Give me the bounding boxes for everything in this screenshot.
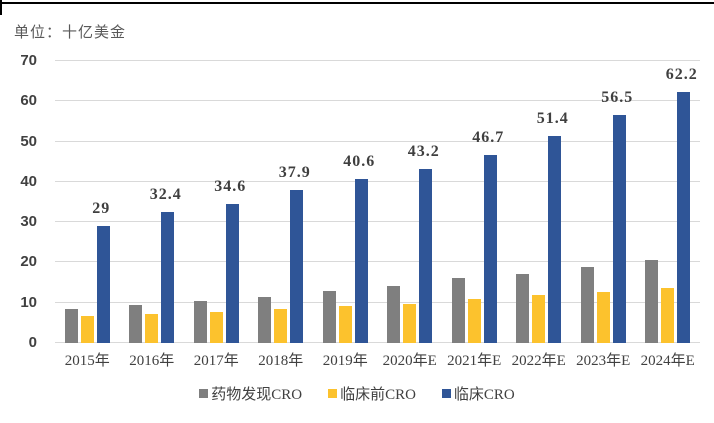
gridline-y40 bbox=[55, 180, 700, 182]
bar-临床前CRO-2020年E bbox=[403, 303, 417, 343]
bar-药物发现CRO-2016年 bbox=[129, 304, 143, 343]
x-axis-label-2020年E: 2020年E bbox=[382, 353, 437, 369]
data-label-2022年E: 51.4 bbox=[536, 109, 569, 127]
bar-药物发现CRO-2020年E bbox=[387, 285, 401, 343]
gridline-y30 bbox=[55, 221, 700, 223]
data-label-2024年E: 62.2 bbox=[665, 66, 698, 84]
legend-label: 临床前CRO bbox=[340, 387, 416, 403]
x-axis-label-2016年: 2016年 bbox=[129, 353, 175, 369]
gridline-y70 bbox=[55, 60, 700, 61]
bar-group-2016年: 32.4 bbox=[120, 61, 185, 343]
bar-group-2021年E: 46.7 bbox=[442, 61, 507, 343]
y-axis-tick-label: 30 bbox=[20, 213, 37, 231]
unit-label: 单位：十亿美金 bbox=[14, 25, 127, 41]
bar-临床前CRO-2015年 bbox=[80, 315, 94, 343]
legend-label: 药物发现CRO bbox=[211, 387, 303, 403]
bar-group-2023年E: 56.5 bbox=[571, 61, 636, 343]
bar-药物发现CRO-2019年 bbox=[322, 291, 336, 343]
bar-group-2017年: 34.6 bbox=[184, 61, 249, 343]
bar-临床CRO-2017年 bbox=[225, 203, 239, 343]
bar-药物发现CRO-2021年E bbox=[451, 278, 465, 343]
bar-临床CRO-2018年 bbox=[290, 190, 304, 343]
bar-药物发现CRO-2017年 bbox=[193, 301, 207, 343]
bar-临床CRO-2023年E bbox=[612, 115, 626, 343]
gridline-y10 bbox=[55, 301, 700, 303]
data-label-2016年: 32.4 bbox=[149, 186, 182, 204]
legend-color-swatch-icon bbox=[199, 389, 209, 398]
bar-临床前CRO-2017年 bbox=[209, 311, 223, 343]
x-axis-label-2015年: 2015年 bbox=[64, 353, 110, 369]
bar-group-2015年: 29 bbox=[55, 61, 120, 343]
left-border-rule bbox=[0, 0, 2, 15]
bar-临床前CRO-2018年 bbox=[274, 308, 288, 343]
gridline-y0 bbox=[55, 342, 700, 343]
x-axis-label-2019年: 2019年 bbox=[322, 353, 368, 369]
bar-group-2019年: 40.6 bbox=[313, 61, 378, 343]
bar-group-2024年E: 62.2 bbox=[636, 61, 701, 343]
x-axis-label-2024年E: 2024年E bbox=[640, 353, 695, 369]
bar-临床前CRO-2016年 bbox=[145, 314, 159, 343]
bar-group-2020年E: 43.2 bbox=[378, 61, 443, 343]
y-axis-tick-label: 40 bbox=[20, 172, 37, 190]
data-label-2017年: 34.6 bbox=[214, 177, 247, 195]
bar-临床CRO-2015年 bbox=[96, 226, 110, 343]
top-border-rule bbox=[0, 2, 714, 4]
bar-临床CRO-2022年E bbox=[548, 135, 562, 343]
data-label-2020年E: 43.2 bbox=[407, 142, 440, 160]
bar-临床前CRO-2021年E bbox=[467, 299, 481, 343]
bar-group-2022年E: 51.4 bbox=[507, 61, 572, 343]
y-axis: 0 10 20 30 40 50 60 70 bbox=[0, 52, 46, 351]
data-label-2023年E: 56.5 bbox=[601, 89, 634, 107]
x-axis-label-2023年E: 2023年E bbox=[576, 353, 631, 369]
y-axis-tick-label: 10 bbox=[20, 293, 37, 311]
bar-group-2018年: 37.9 bbox=[249, 61, 314, 343]
bar-临床前CRO-2019年 bbox=[338, 306, 352, 343]
y-axis-tick-label: 50 bbox=[20, 132, 37, 150]
gridline-y50 bbox=[55, 140, 700, 142]
bar-groups: 29 32.4 34.6 37.9 40.6 43.2 46.7 51.4 56.5 62.2 bbox=[55, 61, 700, 343]
x-axis-label-2018年: 2018年 bbox=[258, 353, 304, 369]
y-axis-tick-label: 0 bbox=[28, 334, 37, 351]
legend: 药物发现CRO 临床前CRO 临床CRO bbox=[0, 383, 714, 404]
bar-药物发现CRO-2023年E bbox=[580, 266, 594, 343]
bar-药物发现CRO-2018年 bbox=[258, 296, 272, 343]
legend-color-swatch-icon bbox=[328, 389, 338, 398]
gridline-y60 bbox=[55, 100, 700, 102]
bar-临床前CRO-2022年E bbox=[532, 295, 546, 343]
data-label-2019年: 40.6 bbox=[343, 153, 376, 171]
bar-药物发现CRO-2015年 bbox=[64, 308, 78, 343]
y-axis-tick-label: 70 bbox=[20, 52, 37, 69]
bar-临床前CRO-2023年E bbox=[596, 292, 610, 343]
x-axis: 2015年 2016年 2017年 2018年 2019年 2020年E 2021年E 202… bbox=[55, 349, 700, 370]
data-label-2018年: 37.9 bbox=[278, 164, 311, 182]
data-label-2021年E: 46.7 bbox=[472, 128, 505, 146]
bar-临床CRO-2016年 bbox=[161, 212, 175, 343]
x-axis-label-2022年E: 2022年E bbox=[511, 353, 566, 369]
gridline-y20 bbox=[55, 261, 700, 263]
legend-item-临床CRO: 临床CRO bbox=[441, 383, 515, 404]
bar-药物发现CRO-2022年E bbox=[516, 273, 530, 343]
bar-临床CRO-2024年E bbox=[677, 92, 691, 343]
x-axis-label-2021年E: 2021年E bbox=[447, 353, 502, 369]
bar-临床CRO-2021年E bbox=[483, 154, 497, 343]
y-axis-tick-label: 20 bbox=[20, 253, 37, 271]
legend-color-swatch-icon bbox=[441, 389, 451, 398]
legend-label: 临床CRO bbox=[453, 387, 515, 403]
x-axis-label-2017年: 2017年 bbox=[193, 353, 239, 369]
bar-临床前CRO-2024年E bbox=[661, 287, 675, 343]
legend-item-临床前CRO: 临床前CRO bbox=[328, 383, 416, 404]
legend-item-药物发现CRO: 药物发现CRO bbox=[199, 383, 302, 404]
bar-药物发现CRO-2024年E bbox=[645, 260, 659, 343]
plot-area: 29 32.4 34.6 37.9 40.6 43.2 46.7 51.4 56.5 62.2 bbox=[55, 60, 700, 343]
y-axis-tick-label: 60 bbox=[20, 92, 37, 110]
bar-临床CRO-2020年E bbox=[419, 168, 433, 343]
data-label-2015年: 29 bbox=[92, 200, 111, 218]
bar-临床CRO-2019年 bbox=[354, 179, 368, 343]
